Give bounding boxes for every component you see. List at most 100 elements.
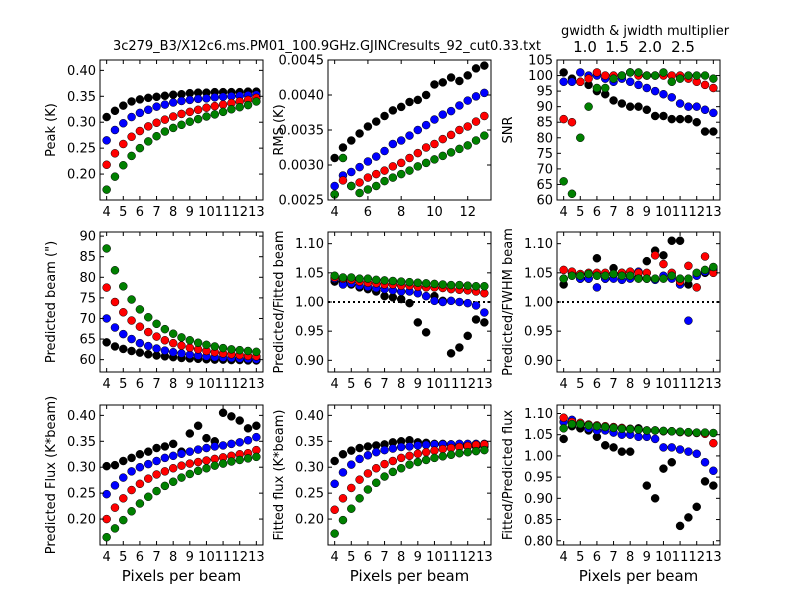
x-tick-label: 12 <box>459 377 476 392</box>
data-point-s4 <box>235 455 244 465</box>
data-point-s4 <box>692 268 701 278</box>
data-point-s1 <box>634 102 643 111</box>
data-point-s4 <box>227 457 236 466</box>
data-point-s4 <box>347 504 356 513</box>
y-axis-label: Predicted Flux (K*beam) <box>44 396 59 554</box>
data-point-s1 <box>119 344 128 354</box>
data-point-s4 <box>617 71 627 80</box>
x-tick-label: 10 <box>655 377 672 392</box>
y-axis-label: Predicted/FWHM beam <box>501 228 516 376</box>
axes-frame <box>556 59 721 201</box>
data-point-s2 <box>421 291 431 301</box>
data-point-s2 <box>380 146 389 156</box>
data-point-s3 <box>338 494 348 503</box>
y-tick-label: 65 <box>536 178 553 193</box>
data-point-s1 <box>127 453 136 463</box>
x-tick-label: 4 <box>103 550 111 565</box>
data-point-s2 <box>430 115 439 124</box>
data-point-s4 <box>102 185 111 194</box>
data-point-s2 <box>119 473 128 482</box>
y-tick-label: 0.0025 <box>279 194 325 209</box>
x-tick-label: 7 <box>609 205 617 220</box>
data-point-s4 <box>168 477 178 486</box>
data-point-s2 <box>692 449 701 459</box>
data-point-s4 <box>252 347 261 357</box>
data-point-s4 <box>667 427 677 436</box>
y-tick-label: 70 <box>79 312 96 327</box>
data-point-s1 <box>396 294 406 304</box>
data-point-s2 <box>430 296 439 306</box>
data-point-s2 <box>634 80 643 90</box>
data-point-s4 <box>592 83 602 93</box>
data-point-s4 <box>185 117 195 126</box>
x-tick-label: 8 <box>626 550 634 565</box>
data-point-s3 <box>160 467 170 476</box>
panel-1: 4 5 6 7 8 9 10 11 12 13 0.20 0.25 0.30 0.35 0.40 Peak (… <box>44 59 265 220</box>
data-point-s4 <box>576 271 585 280</box>
panel-7: 4 5 6 7 8 9 10 11 12 13 0.20 0.25 0.30 0.35 0.40 Predic… <box>44 396 265 585</box>
data-point-s1 <box>667 114 677 124</box>
data-point-s3 <box>177 341 186 350</box>
data-point-s4 <box>413 278 423 287</box>
data-point-s3 <box>559 265 568 275</box>
data-point-s4 <box>413 162 423 171</box>
data-point-s2 <box>110 323 120 332</box>
data-point-s2 <box>135 462 145 472</box>
data-point-s3 <box>202 103 211 112</box>
data-point-s3 <box>127 316 136 325</box>
data-point-s4 <box>338 153 348 163</box>
data-point-s2 <box>119 329 128 339</box>
data-point-s4 <box>227 345 236 354</box>
data-point-s2 <box>102 489 111 499</box>
x-tick-label: 10 <box>198 550 215 565</box>
data-point-s1 <box>692 117 701 127</box>
x-tick-label: 12 <box>231 377 248 392</box>
x-tick-label: 5 <box>576 205 584 220</box>
data-point-s4 <box>127 151 136 161</box>
data-point-s1 <box>102 112 111 122</box>
y-axis-label: SNR <box>501 116 516 143</box>
data-point-s4 <box>625 424 635 434</box>
y-tick-label: 90 <box>79 230 96 245</box>
x-tick-label: 13 <box>248 377 265 392</box>
data-point-s3 <box>177 461 186 470</box>
data-point-s3 <box>446 130 456 140</box>
data-point-s1 <box>421 328 431 337</box>
data-point-s4 <box>567 189 577 199</box>
data-point-s2 <box>480 88 489 98</box>
data-point-s3 <box>684 261 693 271</box>
data-point-s1 <box>592 254 602 263</box>
x-tick-label: 8 <box>169 550 177 565</box>
y-tick-label: 0.20 <box>67 513 96 528</box>
x-tick-label: 7 <box>152 377 160 392</box>
data-point-s1 <box>380 111 389 121</box>
y-tick-label: 95 <box>536 85 553 100</box>
data-point-s4 <box>371 181 381 191</box>
axes-frame <box>99 404 264 546</box>
y-tick-label: 0.30 <box>67 116 96 131</box>
panel-4: 4 5 6 7 8 9 10 11 12 13 60 65 70 75 80 85 90 Predicted be… <box>44 230 265 392</box>
data-point-s1 <box>202 433 211 443</box>
data-point-s2 <box>177 96 186 106</box>
data-point-s3 <box>405 153 414 163</box>
data-point-s4 <box>576 133 585 143</box>
data-point-s4 <box>642 426 652 435</box>
y-tick-label: 0.40 <box>295 409 324 424</box>
data-point-s2 <box>202 94 211 103</box>
x-tick-label: 6 <box>364 205 372 220</box>
data-point-s1 <box>363 122 373 131</box>
data-point-s4 <box>177 120 186 130</box>
x-tick-label: 6 <box>364 550 372 565</box>
data-point-s4 <box>380 276 389 285</box>
data-point-s4 <box>463 281 472 290</box>
data-point-s4 <box>659 426 668 436</box>
data-point-s3 <box>430 446 439 455</box>
data-point-s2 <box>152 456 161 466</box>
data-point-s2 <box>152 344 161 353</box>
data-point-s3 <box>363 469 373 478</box>
data-point-s4 <box>667 77 677 87</box>
data-point-s2 <box>347 460 356 469</box>
y-tick-label: 80 <box>79 271 96 286</box>
data-point-s4 <box>438 151 448 161</box>
data-point-s2 <box>185 447 195 456</box>
